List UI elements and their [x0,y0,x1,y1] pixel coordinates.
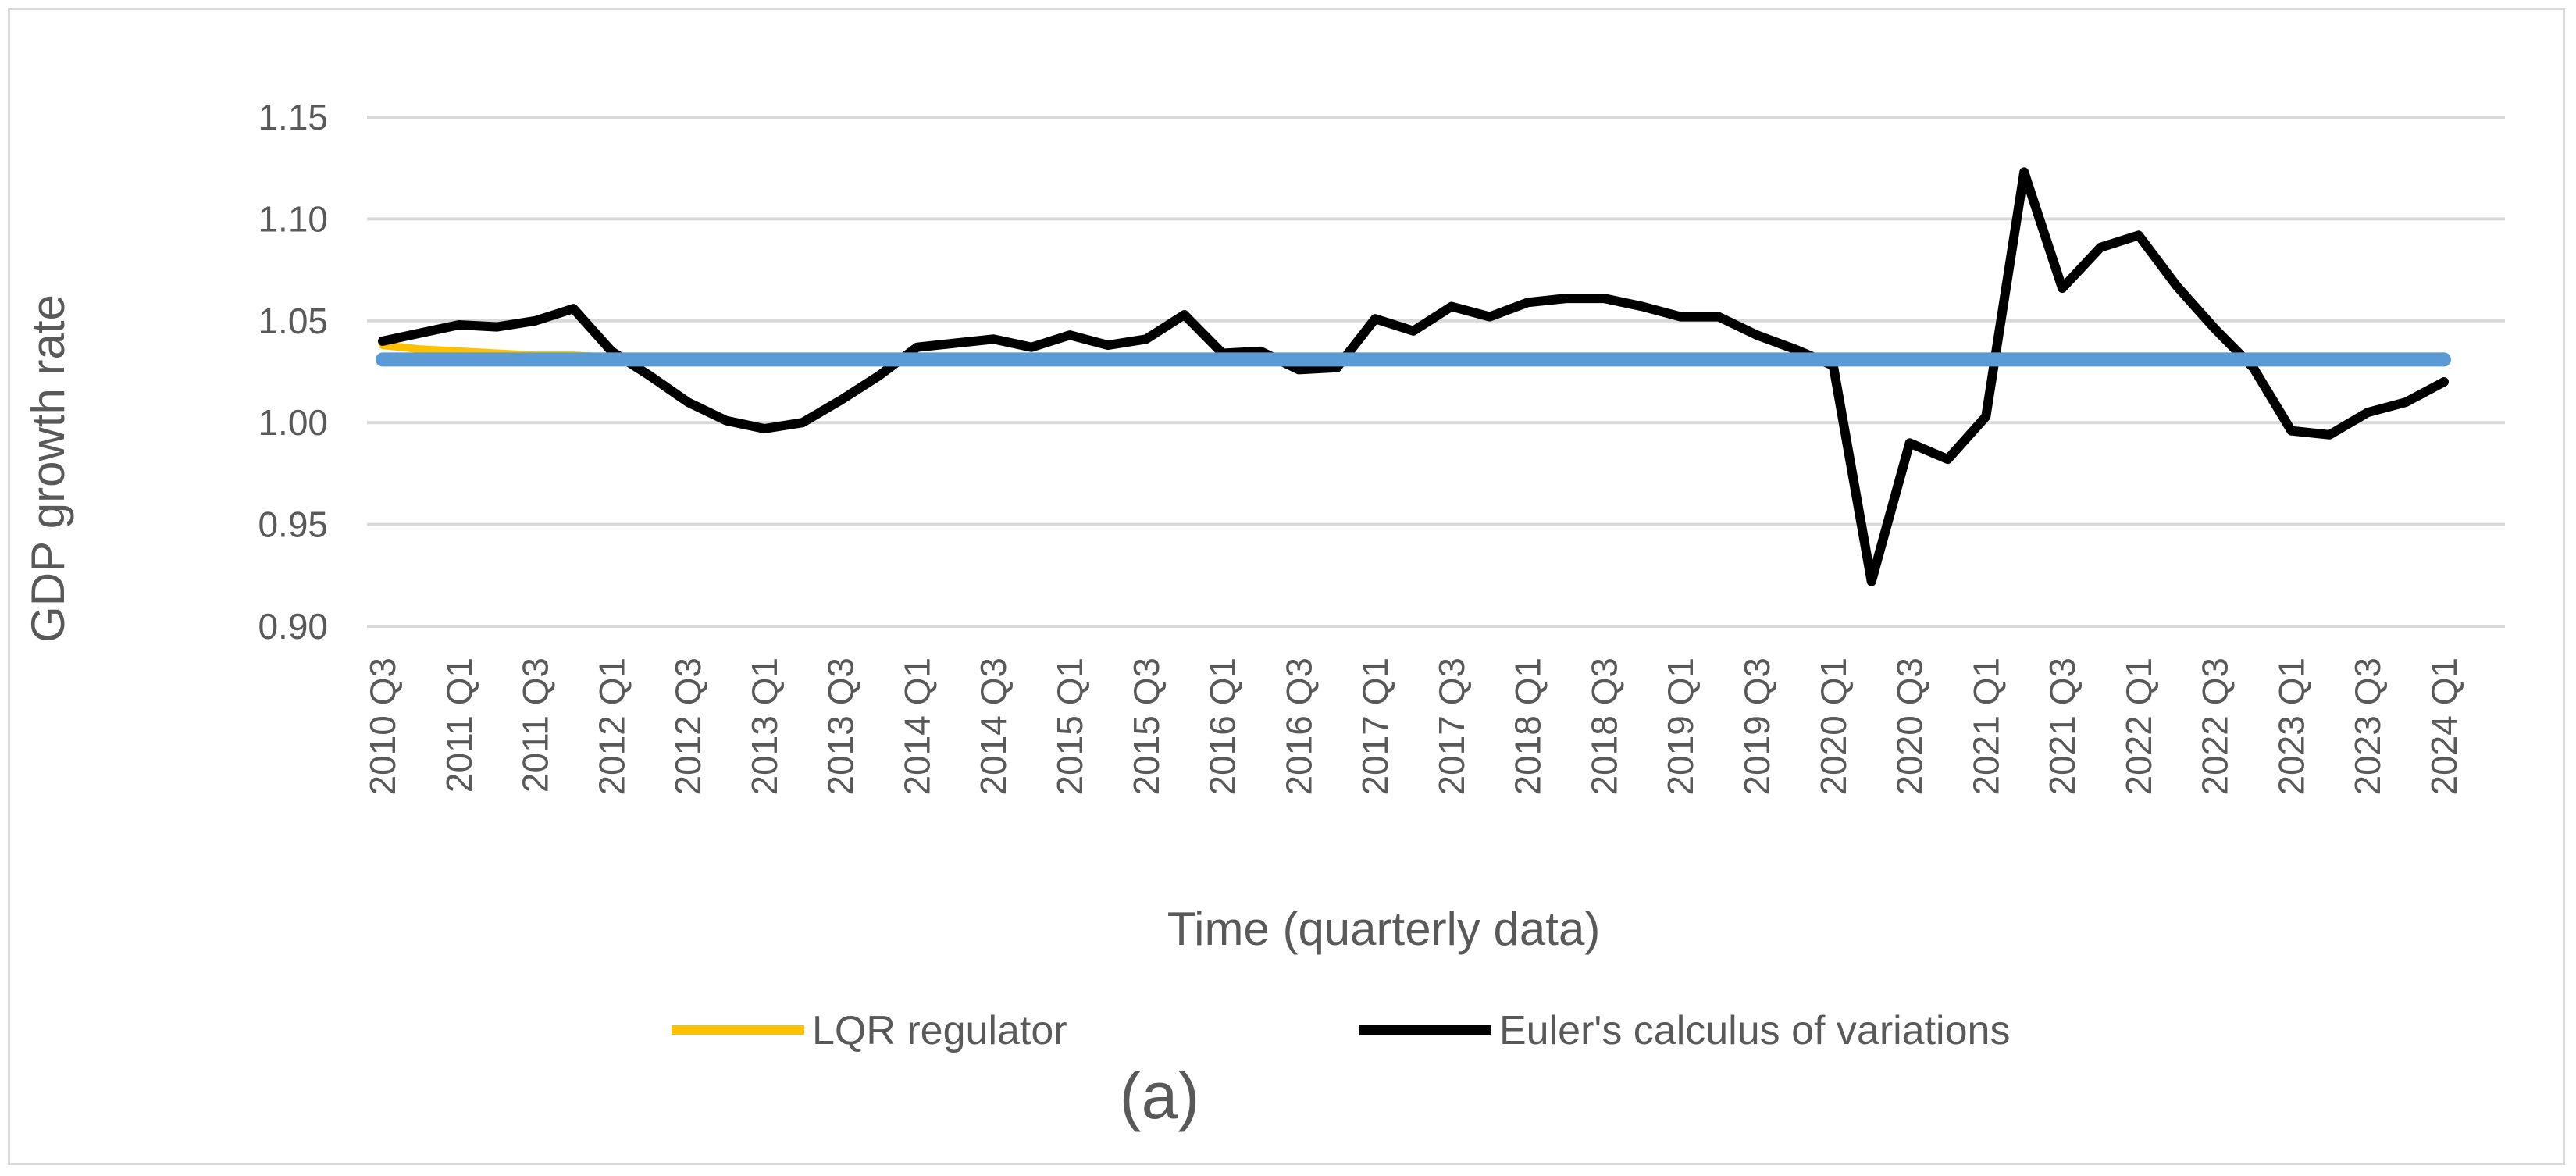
x-tick-label: 2019 Q3 [1737,657,1777,795]
x-tick-label: 2011 Q3 [515,657,556,793]
x-tick-label: 2014 Q3 [973,657,1014,795]
x-tick-label: 2018 Q1 [1508,657,1548,795]
x-tick-label: 2023 Q1 [2271,657,2311,795]
y-axis-title: GDP growth rate [22,294,74,643]
x-tick-label: 2020 Q1 [1813,657,1854,795]
x-tick-label: 2011 Q1 [439,657,479,793]
x-tick-label: 2022 Q1 [2118,657,2159,795]
y-tick-label: 0.95 [258,504,328,545]
y-tick-label: 1.05 [258,301,328,341]
series-line-euler [378,167,2449,586]
x-tick-label: 2012 Q3 [668,657,708,795]
legend: LQR regulator Euler's calculus of variat… [672,1008,2010,1053]
x-tick-label: 2019 Q1 [1660,657,1701,795]
x-tick-label: 2013 Q1 [744,657,785,795]
y-tick-label: 1.00 [258,402,328,443]
figure-caption: (a) [1120,1059,1200,1132]
x-tick-label: 2010 Q3 [362,657,403,795]
x-tick-label: 2012 Q1 [591,657,632,795]
y-tick-label: 0.90 [258,606,328,647]
x-tick-label: 2021 Q1 [1965,657,2006,795]
x-tick-label: 2016 Q3 [1278,657,1319,795]
x-tick-label: 2022 Q3 [2195,657,2236,795]
x-tick-label: 2013 Q3 [821,657,861,795]
y-tick-label: 1.10 [258,198,328,239]
series-lines [376,167,2451,586]
x-tick-label: 2015 Q3 [1126,657,1167,795]
x-tick-label: 2024 Q1 [2424,657,2464,795]
x-tick-label: 2023 Q3 [2347,657,2388,795]
y-axis-tick-labels: 0.90 0.95 1.00 1.05 1.10 1.15 [258,97,328,647]
legend-label-lqr: LQR regulator [812,1008,1067,1053]
x-tick-label: 2017 Q1 [1355,657,1395,795]
legend-label-euler: Euler's calculus of variations [1499,1008,2010,1053]
gridlines [367,116,2505,628]
chart-frame [8,8,2565,1165]
x-tick-label: 2016 Q1 [1202,657,1243,795]
x-axis-title: Time (quarterly data) [1167,903,1601,955]
x-tick-label: 2015 Q1 [1049,657,1090,795]
y-tick-label: 1.15 [258,97,328,137]
x-tick-label: 2021 Q3 [2042,657,2083,795]
x-tick-label: 2020 Q3 [1890,657,1930,795]
x-tick-label: 2014 Q1 [896,657,937,795]
x-tick-label: 2018 Q3 [1584,657,1624,795]
x-axis-tick-labels: 2010 Q3 2011 Q1 2011 Q3 2012 Q1 2012 Q3 2013 … [362,657,2464,795]
x-tick-label: 2017 Q3 [1431,657,1472,795]
